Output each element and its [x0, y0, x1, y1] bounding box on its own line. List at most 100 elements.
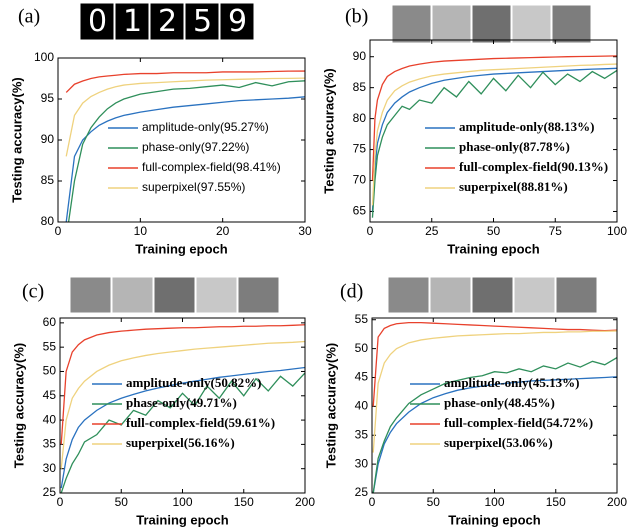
legend-label: full-complex-field(59.61%)	[126, 415, 275, 430]
y-tick-label: 40	[43, 412, 57, 426]
sample-image	[114, 2, 150, 41]
plot-lines	[372, 321, 617, 493]
sample-image	[111, 276, 154, 314]
y-axis-label: Testing accuracy(%)	[11, 343, 26, 468]
sample-image	[511, 4, 552, 44]
y-tick-label: 90	[41, 132, 55, 146]
x-tick-label: 200	[607, 495, 627, 509]
series-line	[371, 67, 617, 212]
x-tick-label: 25	[425, 224, 439, 238]
x-tick-label: 0	[369, 495, 376, 509]
legend-label: superpixel(53.06%)	[444, 435, 553, 450]
plot-frame	[369, 39, 618, 223]
y-tick-label: 50	[355, 341, 369, 355]
y-tick-label: 50	[43, 364, 57, 378]
series-line	[67, 80, 305, 222]
sample-image	[219, 2, 255, 41]
plot-lines	[65, 70, 305, 222]
sample-image	[513, 276, 556, 314]
y-tick-label: 30	[355, 456, 369, 470]
legend-label: full-complex-field(90.13%)	[459, 159, 608, 174]
x-axis-label: Training epoch	[135, 241, 228, 256]
plot-lines	[60, 324, 305, 493]
plot-frame	[371, 317, 618, 494]
plot-frame	[59, 317, 306, 494]
series-line	[371, 63, 617, 206]
y-tick-label: 45	[43, 388, 57, 402]
series-line	[65, 77, 305, 157]
legend-label: phase-only(48.45%)	[444, 395, 555, 410]
sample-image	[237, 276, 280, 314]
panel-label: (c)	[22, 281, 44, 303]
legend-label: phase-only(97.22%)	[142, 140, 249, 154]
sample-image	[555, 276, 598, 314]
series-line	[372, 376, 617, 493]
sample-digit: 1	[123, 4, 142, 39]
y-tick-label: 55	[43, 339, 57, 353]
sample-digit: 9	[228, 4, 247, 39]
y-axis-label: Testing accuracy(%)	[9, 77, 24, 202]
panel-label: (a)	[18, 6, 40, 28]
y-tick-label: 100	[34, 50, 54, 64]
legend-label: amplitude-only(95.27%)	[142, 120, 269, 134]
series-line	[60, 324, 305, 445]
series-line	[371, 69, 617, 218]
y-tick-label: 55	[355, 312, 369, 326]
x-tick-label: 50	[487, 224, 501, 238]
y-tick-label: 25	[355, 485, 369, 499]
x-axis-label: Training epoch	[136, 512, 229, 527]
x-tick-label: 0	[367, 224, 374, 238]
x-tick-label: 150	[234, 495, 254, 509]
sample-image	[471, 4, 512, 44]
sample-image	[195, 276, 238, 314]
sample-digit: 2	[158, 4, 177, 39]
x-axis-label: Training epoch	[448, 512, 541, 527]
y-tick-label: 60	[43, 315, 57, 329]
legend-label: phase-only(49.71%)	[126, 395, 237, 410]
y-tick-label: 35	[355, 427, 369, 441]
series-line	[372, 330, 617, 453]
legend-label: full-complex-field(54.72%)	[444, 415, 593, 430]
x-tick-label: 0	[57, 495, 64, 509]
sample-image	[79, 2, 115, 41]
plot-frame	[57, 57, 306, 223]
series-line	[372, 357, 617, 493]
x-tick-label: 0	[55, 224, 62, 238]
series-line	[65, 70, 305, 93]
plot-lines	[371, 55, 617, 218]
y-tick-label: 85	[41, 173, 55, 187]
panel-label: (d)	[340, 281, 363, 303]
legend-label: phase-only(87.78%)	[459, 139, 570, 154]
legend-label: superpixel(56.16%)	[126, 435, 235, 450]
legend-label: amplitude-only(45.13%)	[444, 375, 579, 390]
y-tick-label: 35	[43, 437, 57, 451]
legend-label: amplitude-only(50.82%)	[126, 375, 261, 390]
sample-image	[153, 276, 196, 314]
x-axis-label: Training epoch	[447, 241, 540, 256]
y-tick-label: 75	[353, 142, 367, 156]
series-line	[60, 372, 305, 493]
x-tick-label: 150	[546, 495, 566, 509]
y-tick-label: 40	[355, 399, 369, 413]
series-line	[60, 366, 305, 489]
sample-digit: 0	[88, 4, 107, 39]
x-tick-label: 10	[134, 224, 148, 238]
y-tick-label: 30	[43, 461, 57, 475]
y-axis-label: Testing accuracy(%)	[323, 343, 338, 468]
sample-image	[391, 4, 432, 44]
y-tick-label: 45	[355, 370, 369, 384]
sample-image	[551, 4, 592, 44]
series-line	[60, 340, 305, 469]
sample-image	[431, 4, 472, 44]
sample-digit: 5	[193, 4, 212, 39]
x-tick-label: 75	[549, 224, 563, 238]
x-tick-label: 100	[172, 495, 192, 509]
x-tick-label: 20	[216, 224, 230, 238]
y-tick-label: 80	[41, 214, 55, 228]
y-tick-label: 80	[353, 111, 367, 125]
x-tick-label: 50	[427, 495, 441, 509]
sample-image	[184, 2, 220, 41]
series-line	[372, 321, 617, 407]
y-tick-label: 90	[353, 49, 367, 63]
